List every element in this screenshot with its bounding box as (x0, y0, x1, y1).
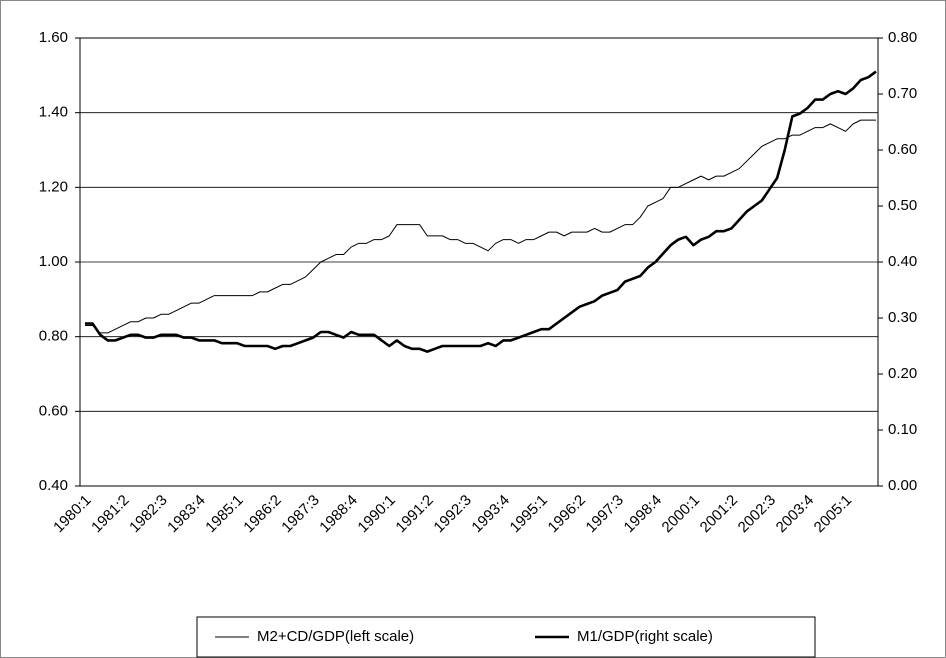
y-tick-label: 1.20 (39, 178, 68, 195)
x-tick-label: 1991:2 (392, 492, 436, 536)
y-tick-label: 0.80 (39, 328, 68, 345)
x-tick-label: 1983:4 (164, 492, 208, 536)
y2-tick-label: 0.00 (888, 477, 917, 494)
y-tick-label: 1.00 (39, 253, 68, 270)
x-tick-label: 2001:2 (697, 492, 741, 536)
y-tick-label: 1.60 (39, 29, 68, 46)
x-tick-label: 1982:3 (126, 492, 170, 536)
x-tick-label: 1987:3 (278, 492, 322, 536)
x-tick-label: 1986:2 (240, 492, 284, 536)
y-tick-label: 1.40 (39, 104, 68, 121)
x-tick-label: 1997:3 (583, 492, 627, 536)
x-tick-label: 1988:4 (316, 492, 360, 536)
y2-tick-label: 0.20 (888, 365, 917, 382)
y2-tick-label: 0.80 (888, 29, 917, 46)
x-tick-label: 1980:1 (50, 492, 94, 536)
y2-tick-label: 0.30 (888, 309, 917, 326)
y2-tick-label: 0.70 (888, 85, 917, 102)
plot-area (79, 37, 879, 487)
x-tick-label: 2003:4 (773, 492, 817, 536)
y2-tick-label: 0.40 (888, 253, 917, 270)
x-tick-label: 1981:2 (88, 492, 132, 536)
x-tick-label: 2005:1 (811, 492, 855, 536)
y2-tick-label: 0.50 (888, 197, 917, 214)
y-tick-label: 0.60 (39, 402, 68, 419)
series-line (85, 119, 876, 334)
legend-box (196, 616, 816, 658)
x-tick-label: 2002:3 (735, 492, 779, 536)
legend-label: M2+CD/GDP(left scale) (257, 628, 414, 645)
x-tick-label: 2000:1 (659, 492, 703, 536)
y2-tick-label: 0.10 (888, 421, 917, 438)
x-tick-label: 1992:3 (430, 492, 474, 536)
x-tick-label: 1998:4 (621, 492, 665, 536)
x-tick-label: 1985:1 (202, 492, 246, 536)
x-tick-label: 1995:1 (507, 492, 551, 536)
x-tick-label: 1993:4 (468, 492, 512, 536)
x-tick-label: 1996:2 (545, 492, 589, 536)
y2-tick-label: 0.60 (888, 141, 917, 158)
series-line (85, 70, 877, 353)
y-tick-label: 0.40 (39, 477, 68, 494)
legend-label: M1/GDP(right scale) (577, 628, 713, 645)
x-tick-label: 1990:1 (354, 492, 398, 536)
